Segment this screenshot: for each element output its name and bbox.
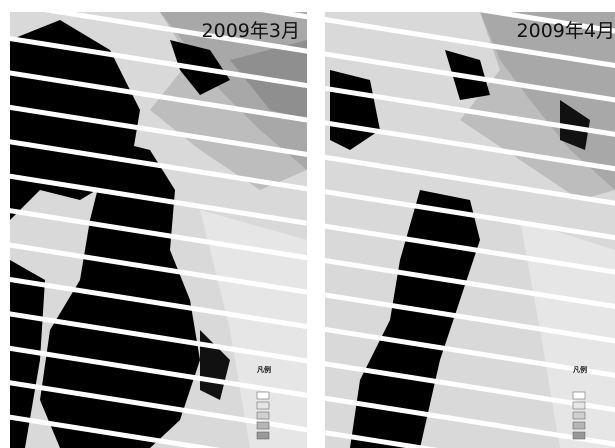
map-panel [10,12,307,448]
map-figure: 2009年3月 凡例 2009年4月 凡例 [0,0,615,448]
legend-title: 凡例 [257,365,271,374]
panel-title: 2009年3月 [202,20,300,42]
legend-title: 凡例 [573,365,587,374]
map-panel [325,12,615,448]
panel-title: 2009年4月 [517,20,615,42]
